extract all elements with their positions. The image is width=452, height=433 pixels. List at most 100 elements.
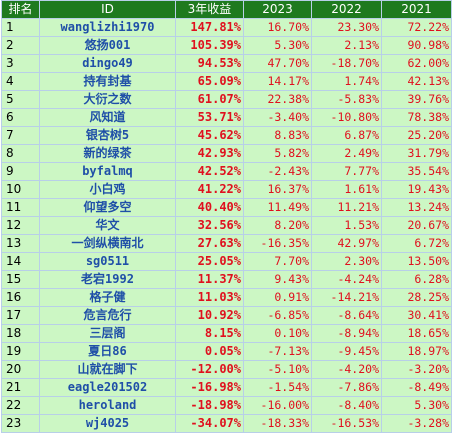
header-2021: 2021 — [381, 0, 452, 19]
rank-cell: 6 — [1, 108, 40, 127]
three-year-return-cell: 41.22% — [175, 180, 244, 199]
id-cell: dingo49 — [39, 54, 176, 73]
return-2021-cell: 13.50% — [381, 252, 452, 271]
rank-cell: 16 — [1, 288, 40, 307]
rank-cell: 21 — [1, 378, 40, 397]
three-year-return-cell: 27.63% — [175, 234, 244, 253]
three-year-return-cell: 11.03% — [175, 288, 244, 307]
three-year-return-cell: 147.81% — [175, 18, 244, 37]
table-row: 1 wanglizhi1970 147.81% 16.70% 23.30% 72.22% — [1, 18, 452, 37]
table-row: 11 仰望多空 40.40% 11.49% 11.21% 13.24% — [1, 198, 452, 217]
return-2021-cell: 13.24% — [381, 198, 452, 217]
return-2021-cell: -3.20% — [381, 360, 452, 379]
return-2022-cell: 7.77% — [311, 162, 382, 181]
table-row: 15 老宕1992 11.37% 9.43% -4.24% 6.28% — [1, 270, 452, 289]
table-row: 12 华文 32.56% 8.20% 1.53% 20.67% — [1, 216, 452, 235]
return-2021-cell: -8.49% — [381, 378, 452, 397]
return-2022-cell: -5.83% — [311, 90, 382, 109]
three-year-return-cell: 8.15% — [175, 324, 244, 343]
table-row: 10 小白鸡 41.22% 16.37% 1.61% 19.43% — [1, 180, 452, 199]
id-cell: 悠扬001 — [39, 36, 176, 55]
id-cell: 三层阁 — [39, 324, 176, 343]
id-cell: wj4025 — [39, 414, 176, 433]
id-cell: 风知道 — [39, 108, 176, 127]
table-row: 8 新的绿茶 42.93% 5.82% 2.49% 31.79% — [1, 144, 452, 163]
rank-cell: 18 — [1, 324, 40, 343]
rank-cell: 1 — [1, 18, 40, 37]
three-year-return-cell: 94.53% — [175, 54, 244, 73]
return-2021-cell: 35.54% — [381, 162, 452, 181]
return-2021-cell: -3.28% — [381, 414, 452, 433]
rank-cell: 13 — [1, 234, 40, 253]
table-row: 14 sg0511 25.05% 7.70% 2.30% 13.50% — [1, 252, 452, 271]
return-2023-cell: -18.33% — [243, 414, 312, 433]
return-2023-cell: -6.85% — [243, 306, 312, 325]
three-year-return-cell: -16.98% — [175, 378, 244, 397]
return-2021-cell: 72.22% — [381, 18, 452, 37]
return-2021-cell: 62.00% — [381, 54, 452, 73]
header-row: 排名 ID 3年收益 2023 2022 2021 — [1, 0, 452, 19]
header-id: ID — [39, 0, 176, 19]
return-2023-cell: 11.49% — [243, 198, 312, 217]
return-2023-cell: 7.70% — [243, 252, 312, 271]
three-year-return-cell: 10.92% — [175, 306, 244, 325]
return-2023-cell: 47.70% — [243, 54, 312, 73]
return-2022-cell: 1.61% — [311, 180, 382, 199]
id-cell: 大衍之数 — [39, 90, 176, 109]
return-2022-cell: -8.40% — [311, 396, 382, 415]
return-2021-cell: 6.72% — [381, 234, 452, 253]
three-year-return-cell: 61.07% — [175, 90, 244, 109]
return-2023-cell: 5.82% — [243, 144, 312, 163]
return-2022-cell: 1.74% — [311, 72, 382, 91]
id-cell: 危言危行 — [39, 306, 176, 325]
three-year-return-cell: 53.71% — [175, 108, 244, 127]
return-2023-cell: 16.70% — [243, 18, 312, 37]
id-cell: 新的绿茶 — [39, 144, 176, 163]
return-2022-cell: -4.24% — [311, 270, 382, 289]
three-year-return-cell: -18.98% — [175, 396, 244, 415]
return-2022-cell: 42.97% — [311, 234, 382, 253]
table-row: 2 悠扬001 105.39% 5.30% 2.13% 90.98% — [1, 36, 452, 55]
id-cell: 华文 — [39, 216, 176, 235]
table-row: 23 wj4025 -34.07% -18.33% -16.53% -3.28% — [1, 414, 452, 433]
return-2022-cell: 2.13% — [311, 36, 382, 55]
rank-cell: 10 — [1, 180, 40, 199]
rank-cell: 7 — [1, 126, 40, 145]
id-cell: byfalmq — [39, 162, 176, 181]
return-2023-cell: 5.30% — [243, 36, 312, 55]
return-2021-cell: 19.43% — [381, 180, 452, 199]
return-2023-cell: -3.40% — [243, 108, 312, 127]
header-2023: 2023 — [243, 0, 312, 19]
table-row: 18 三层阁 8.15% 0.10% -8.94% 18.65% — [1, 324, 452, 343]
return-2022-cell: -7.86% — [311, 378, 382, 397]
three-year-return-cell: 105.39% — [175, 36, 244, 55]
return-2022-cell: -8.64% — [311, 306, 382, 325]
three-year-return-cell: 0.05% — [175, 342, 244, 361]
id-cell: 格子健 — [39, 288, 176, 307]
return-2021-cell: 5.30% — [381, 396, 452, 415]
return-2023-cell: -16.00% — [243, 396, 312, 415]
return-2023-cell: -1.54% — [243, 378, 312, 397]
table-row: 16 格子健 11.03% 0.91% -14.21% 28.25% — [1, 288, 452, 307]
return-2022-cell: 6.87% — [311, 126, 382, 145]
rank-cell: 14 — [1, 252, 40, 271]
rank-cell: 11 — [1, 198, 40, 217]
table-row: 13 一剑纵横南北 27.63% -16.35% 42.97% 6.72% — [1, 234, 452, 253]
return-2021-cell: 30.41% — [381, 306, 452, 325]
table-row: 22 heroland -18.98% -16.00% -8.40% 5.30% — [1, 396, 452, 415]
id-cell: wanglizhi1970 — [39, 18, 176, 37]
three-year-return-cell: 40.40% — [175, 198, 244, 217]
rank-cell: 2 — [1, 36, 40, 55]
return-2022-cell: 2.30% — [311, 252, 382, 271]
three-year-return-cell: 11.37% — [175, 270, 244, 289]
table-row: 3 dingo49 94.53% 47.70% -18.70% 62.00% — [1, 54, 452, 73]
rank-cell: 5 — [1, 90, 40, 109]
rank-cell: 23 — [1, 414, 40, 433]
id-cell: 山就在脚下 — [39, 360, 176, 379]
return-2023-cell: -16.35% — [243, 234, 312, 253]
return-2023-cell: 0.10% — [243, 324, 312, 343]
id-cell: 一剑纵横南北 — [39, 234, 176, 253]
return-2023-cell: 22.38% — [243, 90, 312, 109]
return-2022-cell: 2.49% — [311, 144, 382, 163]
